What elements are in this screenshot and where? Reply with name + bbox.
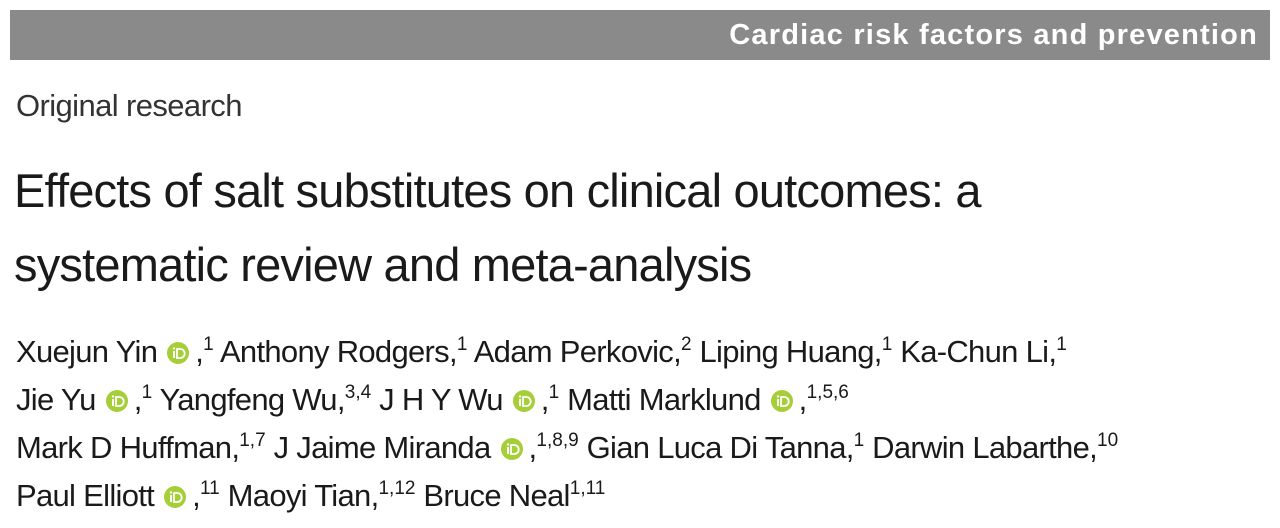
orcid-icon[interactable]	[167, 342, 190, 364]
author-name: Bruce Neal	[423, 478, 570, 513]
affiliation: 11	[200, 478, 220, 499]
separator: ,	[798, 382, 808, 417]
affiliation: 10	[1097, 430, 1119, 451]
affiliation: 1	[1056, 334, 1067, 355]
affiliation: 1,8,9	[536, 430, 579, 451]
author-name: Adam Perkovic	[473, 334, 674, 369]
author-name: Liping Huang	[699, 334, 874, 369]
affiliation: 1	[853, 430, 865, 451]
article-type: Original research	[16, 88, 242, 123]
separator: ,	[195, 334, 204, 369]
affiliation: 1,7	[239, 430, 266, 451]
separator: ,	[1089, 430, 1098, 465]
separator: ,	[845, 430, 855, 465]
affiliation: 1	[141, 382, 153, 403]
separator: ,	[873, 334, 883, 369]
affiliation: 1,12	[378, 478, 416, 499]
author-line: Xuejun Yin ,1 Anthony Rodgers,1 Adam Perk…	[16, 328, 1118, 376]
separator: ,	[231, 430, 240, 465]
affiliation: 2	[680, 334, 692, 355]
author-name: Xuejun Yin	[16, 334, 158, 369]
author-name: Anthony Rodgers	[219, 334, 450, 369]
separator: ,	[540, 382, 550, 417]
orcid-icon[interactable]	[770, 390, 793, 412]
separator: ,	[336, 382, 346, 417]
affiliation: 1	[456, 334, 468, 355]
author-name: Maoyi Tian	[227, 478, 372, 513]
affiliation: 1	[881, 334, 893, 355]
affiliation: 1	[548, 382, 560, 403]
author-line: Paul Elliott ,11 Maoyi Tian,1,12 Bruce Ne…	[16, 472, 1118, 520]
affiliation: 1,11	[569, 478, 606, 499]
section-band: Cardiac risk factors and prevention	[10, 10, 1270, 60]
affiliation: 1	[203, 334, 214, 355]
author-name: Gian Luca Di Tanna	[586, 430, 847, 465]
author-line: Jie Yu ,1 Yangfeng Wu,3,4 J H Y Wu ,1 Matt…	[16, 376, 1118, 424]
separator: ,	[370, 478, 380, 513]
article-title: Effects of salt substitutes on clinical …	[14, 154, 982, 302]
title-line: systematic review and meta-analysis	[14, 238, 752, 291]
author-name: Paul Elliott	[16, 478, 155, 513]
separator: ,	[673, 334, 682, 369]
orcid-icon[interactable]	[164, 486, 187, 508]
author-list: Xuejun Yin ,1 Anthony Rodgers,1 Adam Perk…	[16, 328, 1118, 520]
author-name: Matti Marklund	[567, 382, 761, 417]
orcid-icon[interactable]	[512, 390, 535, 412]
author-name: J Jaime Miranda	[273, 430, 492, 465]
section-label: Cardiac risk factors and prevention	[729, 19, 1258, 51]
author-line: Mark D Huffman,1,7 J Jaime Miranda ,1,8,9…	[16, 424, 1118, 472]
author-name: Mark D Huffman	[16, 430, 232, 465]
separator: ,	[192, 478, 201, 513]
author-name: Ka-Chun Li	[900, 334, 1049, 369]
author-name: Yangfeng Wu	[159, 382, 338, 417]
orcid-icon[interactable]	[500, 438, 523, 460]
affiliation: 1,5,6	[806, 382, 849, 403]
separator: ,	[1048, 334, 1057, 369]
title-line: Effects of salt substitutes on clinical …	[14, 164, 982, 217]
separator: ,	[528, 430, 538, 465]
separator: ,	[133, 382, 143, 417]
separator: ,	[448, 334, 458, 369]
author-name: Jie Yu	[16, 382, 96, 417]
orcid-icon[interactable]	[105, 390, 128, 412]
author-name: Darwin Labarthe	[872, 430, 1090, 465]
author-name: J H Y Wu	[379, 382, 503, 417]
affiliation: 3,4	[344, 382, 372, 403]
